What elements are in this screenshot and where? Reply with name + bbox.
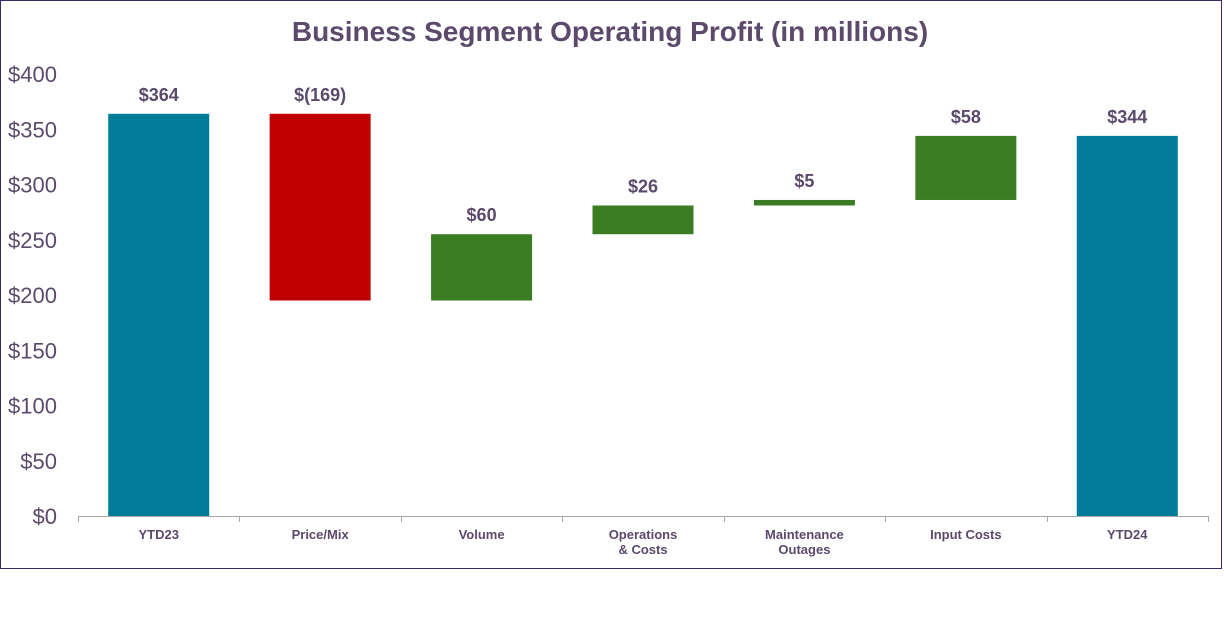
y-axis: $0 $50 $100 $150 $200 $250 $300 $350 $400 bbox=[8, 62, 57, 529]
x-tick-label: Input Costs bbox=[930, 527, 1002, 542]
bar-increase bbox=[915, 135, 1017, 200]
x-tick-label: YTD23 bbox=[138, 527, 178, 542]
y-tick-label: $200 bbox=[8, 283, 57, 308]
y-tick-label: $250 bbox=[8, 228, 57, 253]
data-label: $364 bbox=[139, 85, 179, 105]
y-tick-label: $100 bbox=[8, 394, 57, 419]
x-tick-label: Price/Mix bbox=[292, 527, 350, 542]
y-tick-label: $150 bbox=[8, 338, 57, 363]
y-tick-label: $350 bbox=[8, 117, 57, 142]
y-tick-label: $50 bbox=[20, 449, 57, 474]
data-label: $344 bbox=[1107, 107, 1147, 127]
data-labels: $364 $(169) $60 $26 $5 $58 $344 bbox=[139, 85, 1148, 225]
x-tick-label: Volume bbox=[459, 527, 505, 542]
x-axis: YTD23 Price/Mix Volume Operations & Costs Mai… bbox=[78, 516, 1209, 557]
chart-title: Business Segment Operating Profit (in mi… bbox=[292, 16, 928, 47]
bar-increase bbox=[753, 199, 855, 206]
chart-frame: Business Segment Operating Profit (in mi… bbox=[0, 0, 1222, 569]
data-label: $(169) bbox=[294, 85, 346, 105]
data-label: $26 bbox=[628, 176, 658, 196]
y-tick-label: $400 bbox=[8, 62, 57, 87]
x-tick-label: YTD24 bbox=[1107, 527, 1148, 542]
data-label: $60 bbox=[467, 205, 497, 225]
bar-decrease bbox=[269, 113, 371, 301]
data-label: $58 bbox=[951, 107, 981, 127]
x-tick-label: Maintenance Outages bbox=[765, 527, 844, 557]
bar-increase bbox=[431, 234, 533, 301]
bar-series bbox=[108, 113, 1178, 516]
bar-total bbox=[108, 113, 210, 516]
waterfall-chart: Business Segment Operating Profit (in mi… bbox=[8, 16, 1209, 557]
data-label: $5 bbox=[794, 171, 814, 191]
bar-increase bbox=[592, 205, 694, 235]
y-tick-label: $0 bbox=[33, 504, 57, 529]
x-tick-label: Operations & Costs bbox=[609, 527, 678, 557]
bar-total bbox=[1076, 135, 1178, 516]
y-tick-label: $300 bbox=[8, 173, 57, 198]
